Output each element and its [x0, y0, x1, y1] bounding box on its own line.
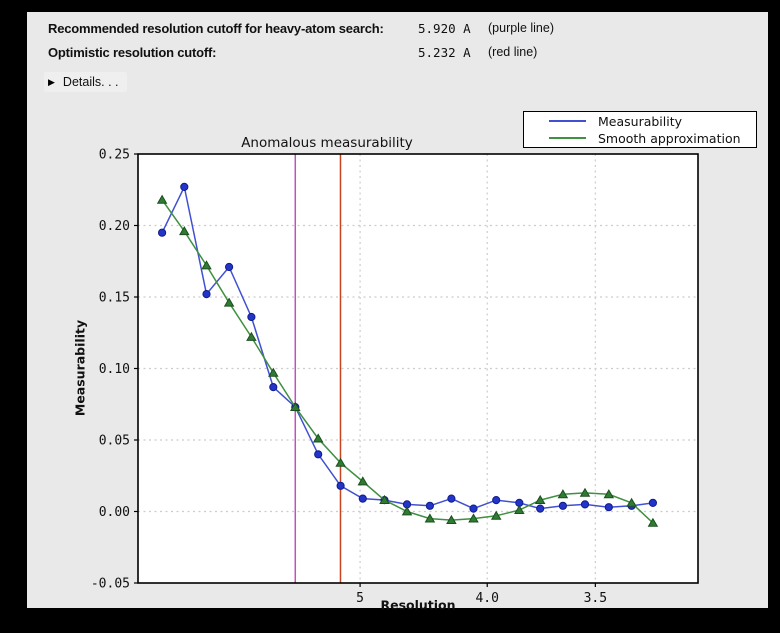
legend-item-measurability: Measurability — [524, 113, 756, 130]
svg-text:0.25: 0.25 — [99, 148, 130, 163]
recommended-cutoff-note: (purple line) — [488, 21, 555, 35]
svg-text:5: 5 — [356, 591, 364, 606]
svg-text:3.5: 3.5 — [584, 591, 607, 606]
disclosure-triangle-icon: ▶ — [48, 76, 55, 87]
legend-item-smooth-approximation: Smooth approximation — [524, 130, 756, 147]
chart-title: Anomalous measurability — [241, 135, 413, 151]
svg-text:4.0: 4.0 — [475, 591, 498, 606]
recommended-cutoff-row: Recommended resolution cutoff for heavy-… — [27, 21, 768, 37]
optimistic-cutoff-note: (red line) — [488, 45, 538, 59]
smooth-approximation-line-swatch — [549, 137, 586, 139]
measurability-chart: 0.25 0.20 0.15 0.10 0.05 0.00 -0.05 5 4.0 3.5 — [91, 148, 699, 606]
svg-text:0.05: 0.05 — [99, 434, 130, 449]
content-panel: Recommended resolution cutoff for heavy-… — [27, 12, 768, 613]
recommended-cutoff-label: Recommended resolution cutoff for heavy-… — [48, 21, 384, 36]
details-label: Details. . . — [62, 75, 119, 89]
figure: 0.25 0.20 0.15 0.10 0.05 0.00 -0.05 5 4.0 3.5 Ano… — [27, 12, 768, 613]
x-axis-label: Resolution — [380, 597, 456, 613]
svg-text:0.20: 0.20 — [99, 219, 130, 234]
legend: Measurability Smooth approximation — [523, 111, 757, 148]
svg-text:0.15: 0.15 — [99, 291, 130, 306]
details-button[interactable]: ▶ Details. . . — [44, 72, 127, 92]
optimistic-cutoff-row: Optimistic resolution cutoff: 5.232 A (r… — [27, 45, 768, 61]
recommended-cutoff-value: 5.920 A — [418, 21, 471, 36]
y-axis-label: Measurability — [72, 319, 88, 417]
measurability-line-swatch — [549, 120, 586, 122]
legend-label-smooth-approximation: Smooth approximation — [598, 130, 741, 146]
svg-text:0.00: 0.00 — [99, 505, 130, 520]
svg-text:-0.05: -0.05 — [91, 577, 130, 592]
legend-label-measurability: Measurability — [598, 113, 683, 129]
optimistic-cutoff-label: Optimistic resolution cutoff: — [48, 45, 217, 60]
svg-text:0.10: 0.10 — [99, 362, 130, 377]
optimistic-cutoff-value: 5.232 A — [418, 45, 471, 60]
